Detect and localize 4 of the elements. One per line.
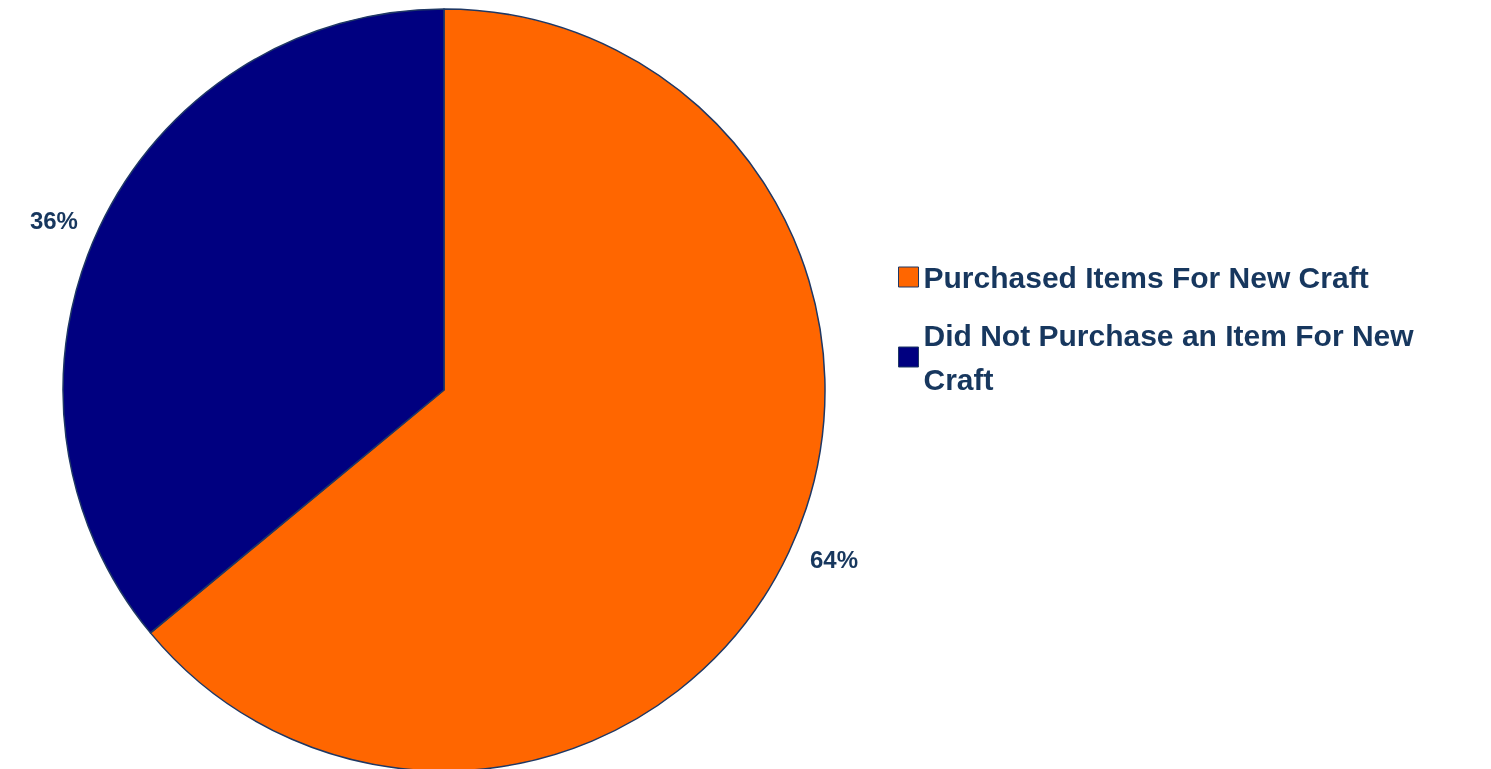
legend-label: Did Not Purchase an Item For New Craft: [923, 318, 1422, 396]
legend-label: Purchased Items For New Craft: [923, 260, 1369, 294]
data-label: 36%: [29, 206, 78, 234]
data-label: 64%: [810, 546, 859, 574]
